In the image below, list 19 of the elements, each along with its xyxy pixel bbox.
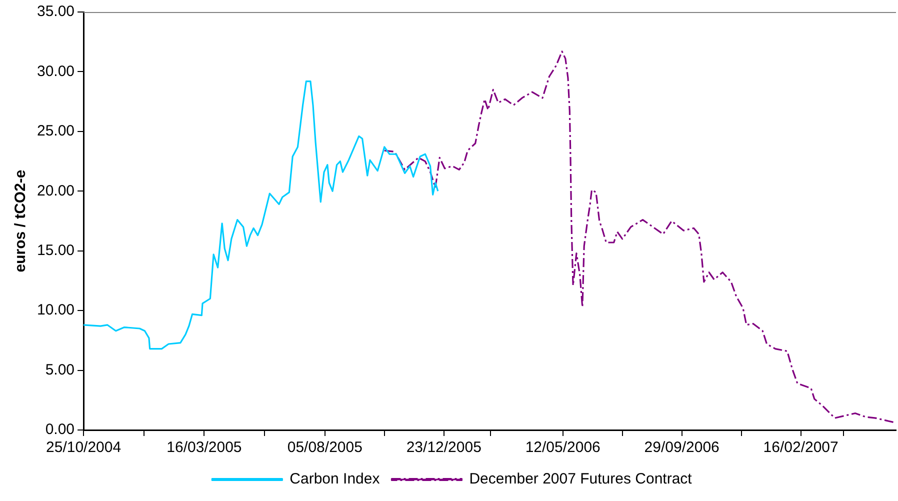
- x-tick-label: 29/09/2006: [644, 439, 720, 456]
- y-tick-label: 35.00: [36, 3, 75, 20]
- y-tick-label: 20.00: [36, 182, 75, 200]
- y-tick-label: 5.00: [45, 361, 75, 378]
- x-tick-label: 25/10/2004: [46, 439, 122, 456]
- x-tick-label: 05/08/2005: [287, 439, 362, 456]
- legend-label: December 2007 Futures Contract: [469, 470, 693, 488]
- y-tick-label: 15.00: [36, 242, 75, 259]
- y-axis-title: euros / tCO2-e: [12, 170, 30, 272]
- x-tick-label: 12/05/2006: [525, 439, 600, 456]
- y-tick-label: 10.00: [36, 302, 75, 319]
- line-series: [384, 50, 896, 424]
- legend-label: Carbon Index: [290, 470, 380, 488]
- x-tick-label: 16/02/2007: [763, 439, 838, 456]
- y-tick-label: 30.00: [36, 62, 75, 80]
- x-tick-label: 23/12/2005: [406, 439, 482, 456]
- y-tick-label: 0.00: [45, 421, 75, 438]
- y-tick-label: 25.00: [36, 122, 75, 140]
- x-tick-label: 16/03/2005: [166, 439, 242, 456]
